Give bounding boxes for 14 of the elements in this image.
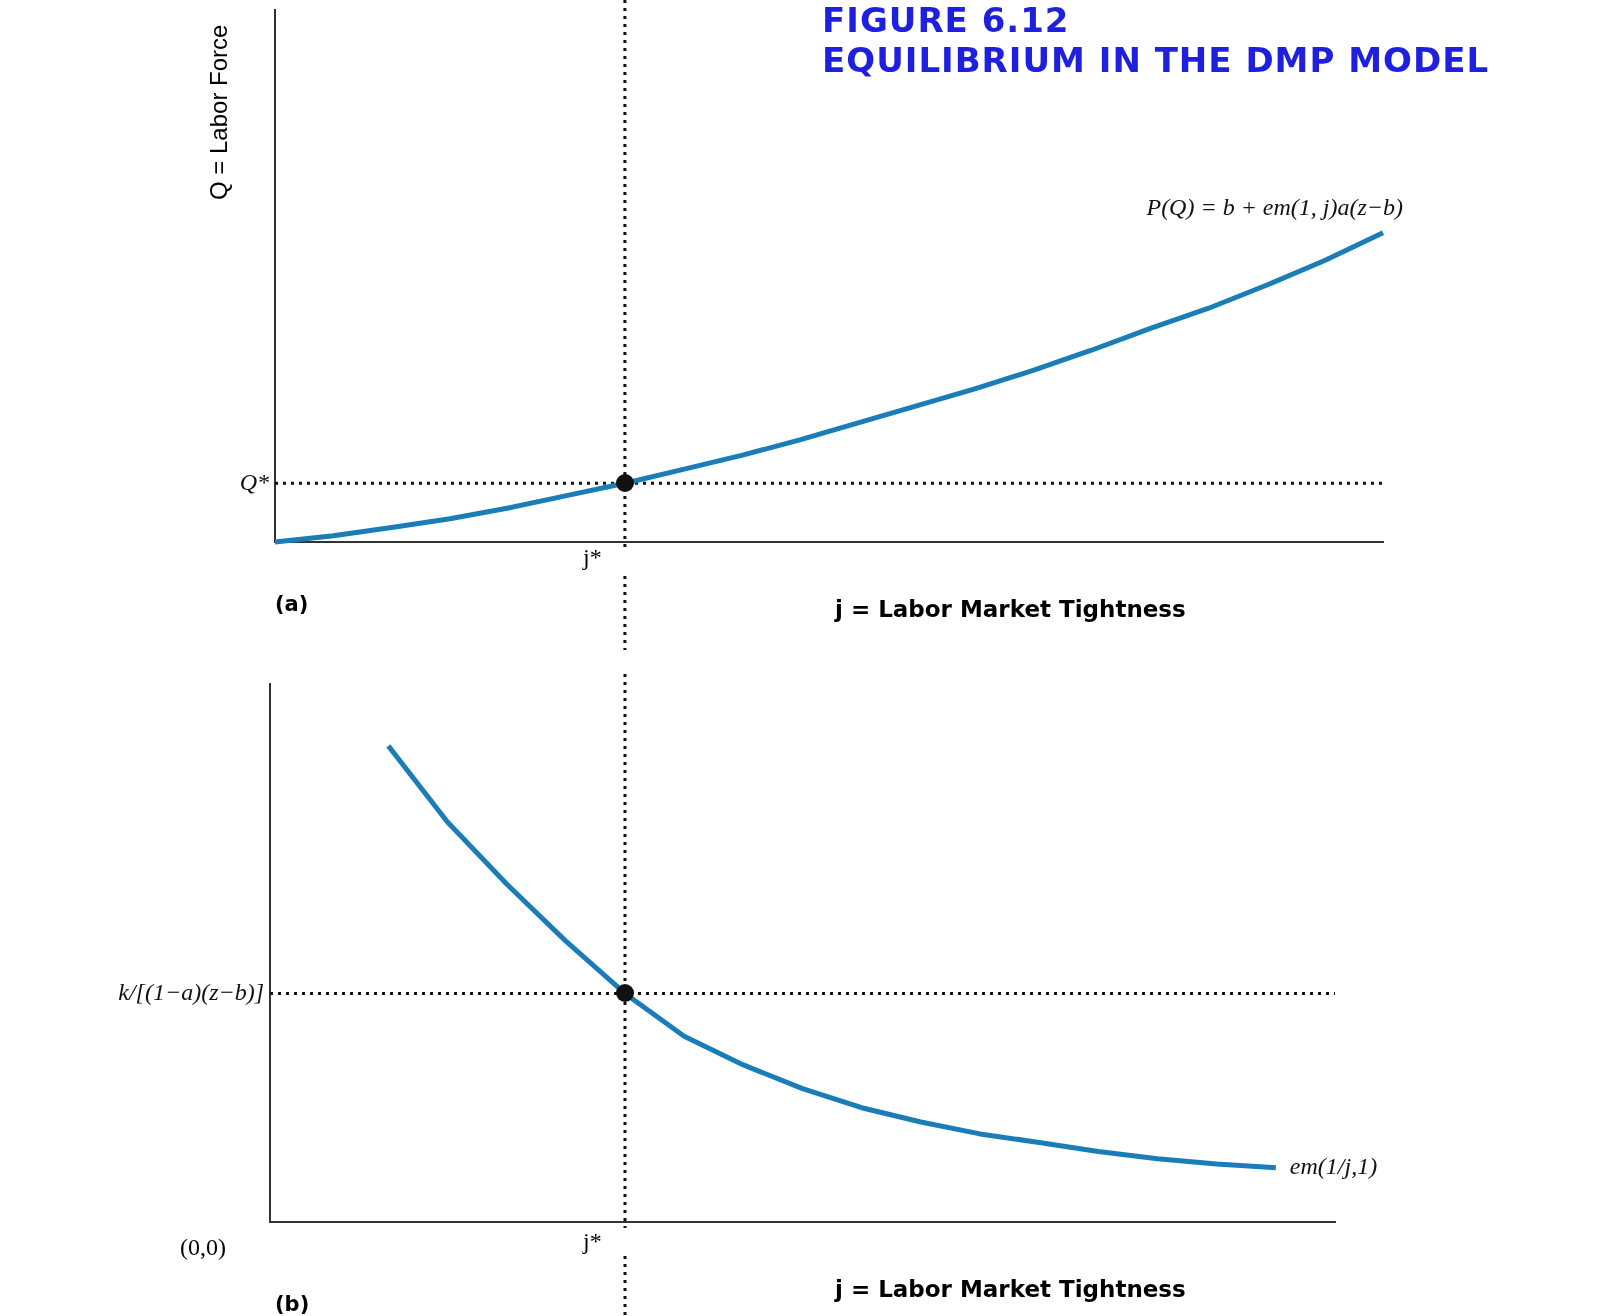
x-axis-title: j = Labor Market Tightness: [835, 1276, 1186, 1302]
text: (b): [275, 1292, 310, 1316]
chart-subtitle: EQUILIBRIUM IN THE DMP MODEL: [822, 40, 1490, 80]
x-axis-title: j = Labor Market Tightness: [835, 596, 1186, 622]
text: j*: [583, 1228, 602, 1255]
series-label: P(Q) = b + em(1, j)a(z−b): [1145, 194, 1403, 221]
chart-title: FIGURE 6.12: [822, 0, 1070, 40]
y-axis-title: Q = Labor Force: [205, 24, 233, 200]
series-label: em(1/j,1): [1289, 1153, 1378, 1180]
text: j*: [583, 544, 602, 571]
ref-line-label: Q*: [239, 468, 269, 495]
ref-line-label: k/[(1−a)(z−b)]: [118, 978, 264, 1005]
text: (0,0): [180, 1234, 226, 1261]
text: (a): [275, 592, 309, 616]
